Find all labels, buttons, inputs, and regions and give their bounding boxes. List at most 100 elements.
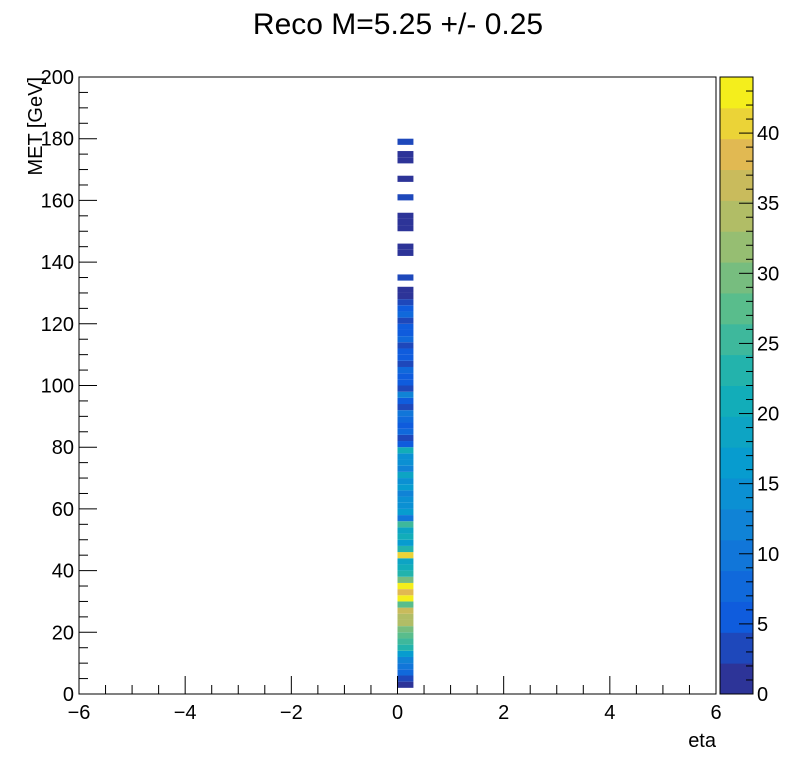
heatmap-cell <box>397 441 414 448</box>
heatmap-cell <box>397 570 414 577</box>
heatmap-cell <box>397 366 414 374</box>
heatmap-cell <box>397 323 414 330</box>
y-tick-label: 40 <box>52 561 74 583</box>
heatmap-cell <box>397 484 414 491</box>
heatmap-cell <box>397 329 414 337</box>
z-tick-label: 20 <box>757 404 779 426</box>
x-tick-label: −4 <box>174 702 197 724</box>
heatmap-cell <box>397 582 414 590</box>
color-scale-band <box>720 292 753 325</box>
color-scale-band <box>720 138 753 171</box>
x-tick-label: −2 <box>280 702 303 724</box>
heatmap-cell <box>397 336 414 343</box>
heatmap-cell <box>397 447 414 454</box>
heatmap-cell <box>397 286 414 293</box>
color-scale-band <box>720 262 753 294</box>
heatmap-cell <box>397 157 414 164</box>
color-scale-band <box>720 385 753 417</box>
heatmap-cell <box>397 249 414 256</box>
color-scale-band <box>720 570 753 602</box>
heatmap-cell <box>397 225 414 232</box>
y-tick-label: 80 <box>52 437 74 459</box>
color-scale-band <box>720 601 753 633</box>
z-tick-label: 10 <box>757 544 779 566</box>
color-scale-band <box>720 478 753 510</box>
heatmap-cell <box>397 453 414 460</box>
heatmap-cell <box>397 342 414 349</box>
y-axis-title: MET [GeV] <box>25 77 47 176</box>
heatmap-cell <box>397 373 414 380</box>
color-scale-band <box>720 200 753 232</box>
heatmap-cell <box>397 669 414 676</box>
y-tick-label: 100 <box>41 376 74 398</box>
x-tick-label: −6 <box>68 702 91 724</box>
heatmap-cell <box>397 274 414 281</box>
heatmap-cell <box>397 360 414 367</box>
heatmap-cell <box>397 527 414 534</box>
heatmap-cell <box>397 515 414 522</box>
z-tick-label: 40 <box>757 123 779 145</box>
color-scale-band <box>720 508 753 541</box>
y-tick-label: 140 <box>41 252 74 274</box>
heatmap-cell <box>397 404 414 411</box>
heatmap-cell <box>397 459 414 466</box>
heatmap-cell <box>397 434 414 442</box>
heatmap-cell <box>397 644 414 651</box>
y-tick-label: 0 <box>63 684 74 706</box>
x-tick-label: 0 <box>392 702 403 724</box>
heatmap-cell <box>397 305 414 312</box>
heatmap-cell <box>397 502 414 509</box>
heatmap-cell <box>397 496 414 503</box>
heatmap-cell <box>397 626 414 633</box>
z-tick-label: 30 <box>757 263 779 285</box>
heatmap-cell <box>397 416 414 423</box>
heatmap-cell <box>397 675 414 682</box>
heatmap-cell <box>397 607 414 614</box>
heatmap-cell <box>397 397 414 405</box>
color-scale-band <box>720 107 753 140</box>
color-scale-band <box>720 323 753 356</box>
heatmap-cell <box>397 478 414 485</box>
heatmap-cell <box>397 681 414 688</box>
heatmap-cell <box>397 619 414 627</box>
heatmap-cell <box>397 212 414 219</box>
color-scale-band <box>720 663 753 695</box>
heatmap-cell <box>397 490 414 497</box>
heatmap-cell <box>397 558 414 565</box>
heatmap-cell <box>397 656 414 664</box>
heatmap-cell <box>397 650 414 657</box>
heatmap-cell <box>397 521 414 528</box>
heatmap-cell <box>397 576 414 583</box>
heatmap-cell <box>397 379 414 386</box>
color-scale-band <box>720 632 753 664</box>
heatmap-cell <box>397 410 414 417</box>
heatmap-cell <box>397 533 414 540</box>
heatmap-cell <box>397 138 414 145</box>
x-tick-label: 4 <box>604 702 615 724</box>
heatmap-cell <box>397 218 414 226</box>
chart-title: Reco M=5.25 +/- 0.25 <box>252 8 544 41</box>
heatmap-cell <box>397 601 414 608</box>
heatmap-cell <box>397 589 414 596</box>
color-scale-band <box>720 416 753 448</box>
heatmap-cell <box>397 632 414 639</box>
heatmap-cell <box>397 428 414 435</box>
heatmap-cell <box>397 564 414 571</box>
heatmap-cell <box>397 471 414 479</box>
color-scale-band <box>720 77 753 109</box>
color-scale-band <box>720 231 753 263</box>
heatmap-cell <box>397 317 414 324</box>
color-scale-band <box>720 539 753 572</box>
heatmap-cell <box>397 299 414 306</box>
heatmap-cell <box>397 422 414 429</box>
heatmap-cell <box>397 552 414 559</box>
heatmap-cell <box>397 539 414 546</box>
z-tick-label: 15 <box>757 474 779 496</box>
heatmap-cell <box>397 348 414 355</box>
z-tick-label: 25 <box>757 333 779 355</box>
color-scale-band <box>720 169 753 201</box>
heatmap-cell <box>397 508 414 516</box>
x-tick-label: 6 <box>710 702 721 724</box>
x-tick-label: 2 <box>498 702 509 724</box>
